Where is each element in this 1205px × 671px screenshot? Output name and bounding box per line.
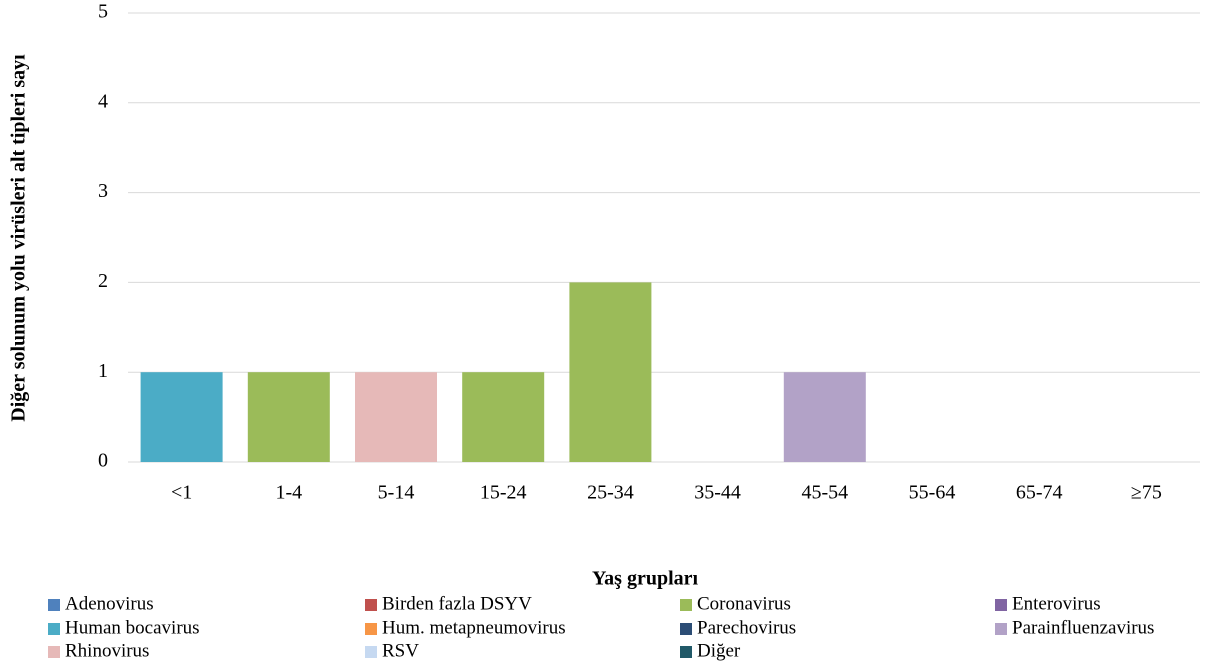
x-axis-title: Yaş grupları — [592, 568, 699, 590]
bar-segment — [569, 282, 652, 462]
bar-segment — [783, 372, 866, 462]
legend-label: Rhinovirus — [65, 640, 149, 661]
legend-swatch — [365, 646, 377, 658]
y-tick-label: 1 — [98, 360, 108, 382]
x-tick-label: <1 — [171, 482, 192, 504]
legend-swatch — [48, 646, 60, 658]
legend-swatch — [995, 623, 1007, 635]
x-tick-label: 35-44 — [694, 482, 741, 504]
legend-label: Parainfluenzavirus — [1012, 617, 1154, 638]
legend-label: Adenovirus — [65, 593, 154, 614]
x-tick-label: 15-24 — [480, 482, 527, 504]
legend-swatch — [48, 623, 60, 635]
legend-label: Hum. metapneumovirus — [382, 617, 566, 638]
bar-segment — [355, 372, 437, 462]
x-tick-label: ≥75 — [1131, 482, 1162, 504]
y-tick-label: 3 — [98, 180, 108, 202]
x-tick-label: 45-54 — [801, 482, 848, 504]
y-tick-label: 4 — [98, 90, 108, 112]
y-tick-label: 2 — [98, 270, 108, 292]
y-axis-title: Diğer solunum yolu virüsleri alt tipleri… — [8, 54, 30, 422]
legend-label: Diğer — [697, 640, 741, 661]
legend-swatch — [48, 599, 60, 611]
legend-swatch — [680, 599, 692, 611]
legend-swatch — [995, 599, 1007, 611]
legend-label: Enterovirus — [1012, 593, 1101, 614]
x-tick-label: 25-34 — [587, 482, 634, 504]
legend-label: Human bocavirus — [65, 617, 200, 638]
y-tick-label: 0 — [98, 450, 108, 472]
legend-swatch — [365, 623, 377, 635]
legend-label: RSV — [382, 640, 419, 661]
legend-swatch — [680, 646, 692, 658]
legend-label: Birden fazla DSYV — [382, 593, 532, 614]
y-tick-label: 5 — [98, 1, 108, 23]
x-tick-label: 1-4 — [275, 482, 302, 504]
legend-swatch — [365, 599, 377, 611]
bar-segment — [462, 372, 545, 462]
legend-label: Parechovirus — [697, 617, 796, 638]
legend-label: Coronavirus — [697, 593, 791, 614]
bar-segment — [140, 372, 223, 462]
bar-segment — [247, 372, 330, 462]
x-tick-label: 55-64 — [909, 482, 956, 504]
x-tick-label: 5-14 — [378, 482, 415, 504]
legend-swatch — [680, 623, 692, 635]
x-tick-label: 65-74 — [1016, 482, 1063, 504]
